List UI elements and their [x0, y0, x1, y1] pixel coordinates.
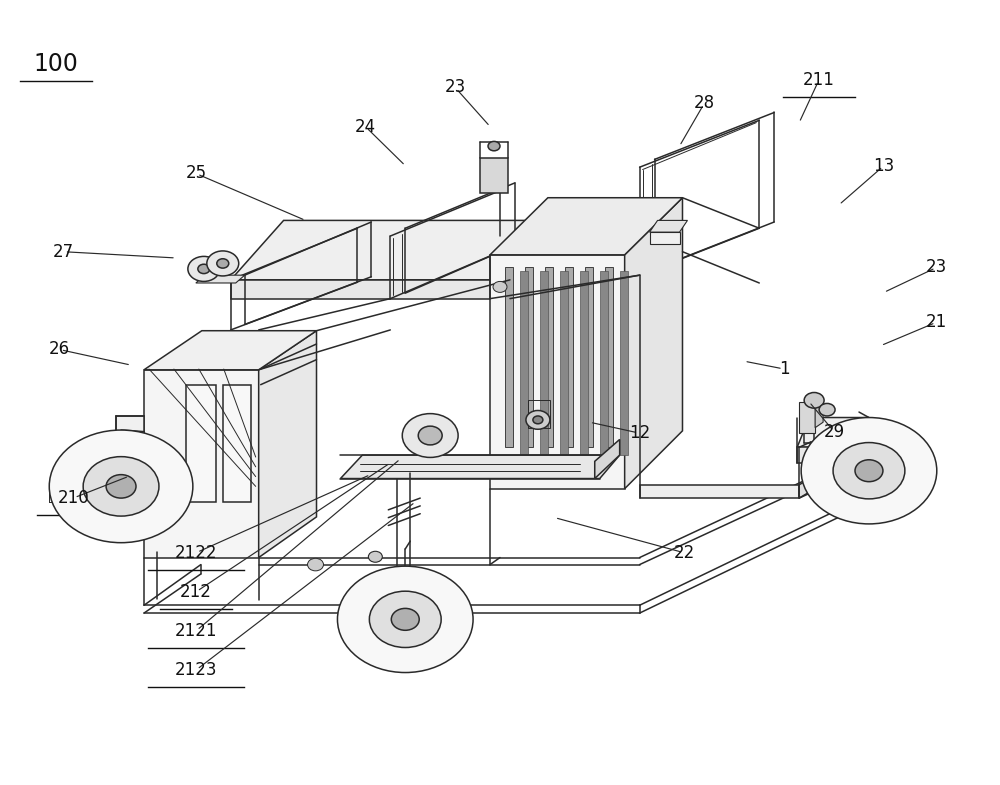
Circle shape: [391, 608, 419, 630]
Circle shape: [804, 392, 824, 408]
Polygon shape: [340, 455, 620, 479]
Circle shape: [819, 403, 835, 416]
Polygon shape: [144, 370, 259, 557]
Circle shape: [49, 430, 193, 542]
Text: 23: 23: [926, 258, 947, 276]
Text: 29: 29: [824, 422, 845, 440]
Text: 210: 210: [57, 489, 89, 507]
Polygon shape: [620, 272, 628, 455]
Text: 13: 13: [873, 157, 895, 174]
Text: 24: 24: [355, 118, 376, 136]
Polygon shape: [799, 450, 859, 498]
Circle shape: [207, 251, 239, 276]
Circle shape: [402, 414, 458, 458]
Polygon shape: [650, 221, 687, 232]
Text: 28: 28: [694, 94, 715, 112]
Circle shape: [217, 259, 229, 268]
Polygon shape: [797, 447, 857, 463]
Polygon shape: [797, 418, 869, 447]
Text: 23: 23: [444, 78, 466, 97]
Polygon shape: [520, 272, 528, 455]
Polygon shape: [540, 272, 548, 455]
Polygon shape: [223, 385, 251, 502]
Polygon shape: [490, 198, 682, 255]
Polygon shape: [650, 232, 680, 244]
Polygon shape: [605, 268, 613, 447]
Polygon shape: [231, 221, 565, 280]
Text: 2122: 2122: [175, 544, 217, 562]
Polygon shape: [186, 385, 216, 502]
Polygon shape: [585, 268, 593, 447]
Polygon shape: [600, 272, 608, 455]
Polygon shape: [625, 198, 682, 489]
Circle shape: [188, 257, 220, 282]
Polygon shape: [480, 158, 508, 193]
Polygon shape: [525, 268, 533, 447]
Text: 1: 1: [779, 360, 790, 378]
Circle shape: [533, 416, 543, 424]
Text: 211: 211: [803, 71, 835, 89]
Text: 27: 27: [53, 243, 74, 261]
Polygon shape: [505, 268, 513, 447]
Polygon shape: [259, 330, 317, 557]
Text: 26: 26: [49, 341, 70, 359]
Circle shape: [833, 443, 905, 499]
Circle shape: [493, 282, 507, 292]
Text: 21: 21: [926, 313, 947, 331]
Circle shape: [337, 566, 473, 673]
Circle shape: [106, 475, 136, 498]
Polygon shape: [196, 276, 245, 283]
Polygon shape: [545, 268, 553, 447]
Polygon shape: [378, 604, 430, 619]
Polygon shape: [116, 416, 144, 471]
Circle shape: [418, 426, 442, 445]
Polygon shape: [640, 485, 799, 498]
Circle shape: [855, 460, 883, 482]
Polygon shape: [378, 588, 440, 604]
Circle shape: [526, 411, 550, 429]
Polygon shape: [231, 280, 510, 298]
Text: 22: 22: [674, 544, 695, 562]
Polygon shape: [580, 272, 588, 455]
Polygon shape: [565, 268, 573, 447]
Circle shape: [308, 558, 323, 571]
Circle shape: [198, 265, 210, 274]
Text: 212: 212: [180, 583, 212, 601]
Circle shape: [83, 457, 159, 516]
Text: 2123: 2123: [175, 661, 217, 679]
Polygon shape: [510, 221, 565, 298]
Polygon shape: [116, 455, 161, 471]
Circle shape: [368, 551, 382, 562]
Polygon shape: [799, 402, 815, 433]
Polygon shape: [595, 440, 620, 479]
Polygon shape: [144, 330, 317, 370]
Circle shape: [369, 591, 441, 648]
Circle shape: [801, 418, 937, 524]
Text: 100: 100: [34, 52, 79, 76]
Text: 25: 25: [185, 165, 206, 182]
Polygon shape: [560, 272, 568, 455]
Circle shape: [488, 141, 500, 151]
Polygon shape: [815, 402, 823, 428]
Polygon shape: [490, 255, 625, 489]
Text: 2121: 2121: [175, 622, 217, 640]
Text: 12: 12: [629, 424, 650, 442]
